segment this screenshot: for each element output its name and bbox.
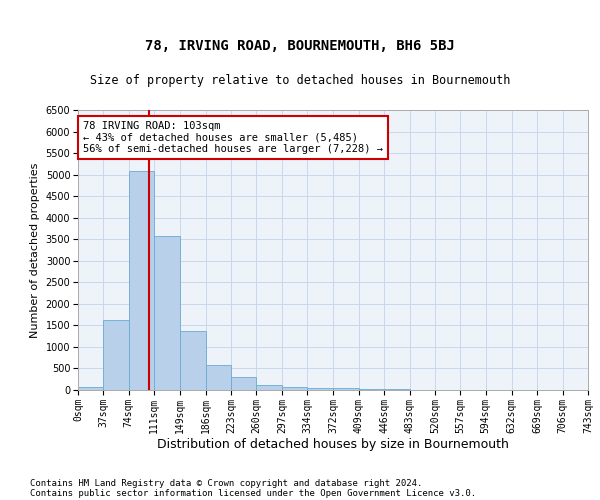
Bar bbox=[129, 172, 154, 390]
Text: 78 IRVING ROAD: 103sqm
← 43% of detached houses are smaller (5,485)
56% of semi-: 78 IRVING ROAD: 103sqm ← 43% of detached… bbox=[83, 121, 383, 154]
X-axis label: Distribution of detached houses by size in Bournemouth: Distribution of detached houses by size … bbox=[157, 438, 509, 452]
Bar bbox=[256, 384, 282, 390]
Bar bbox=[231, 377, 256, 390]
Bar bbox=[334, 388, 359, 390]
Y-axis label: Number of detached properties: Number of detached properties bbox=[30, 162, 40, 338]
Bar bbox=[359, 389, 384, 390]
Bar bbox=[206, 365, 231, 390]
Text: Contains public sector information licensed under the Open Government Licence v3: Contains public sector information licen… bbox=[30, 488, 476, 498]
Bar bbox=[282, 387, 307, 390]
Bar bbox=[180, 331, 206, 390]
Text: Contains HM Land Registry data © Crown copyright and database right 2024.: Contains HM Land Registry data © Crown c… bbox=[30, 478, 422, 488]
Bar bbox=[103, 320, 129, 390]
Bar bbox=[384, 389, 410, 390]
Bar bbox=[307, 388, 334, 390]
Bar bbox=[78, 387, 103, 390]
Text: 78, IRVING ROAD, BOURNEMOUTH, BH6 5BJ: 78, IRVING ROAD, BOURNEMOUTH, BH6 5BJ bbox=[145, 38, 455, 52]
Bar bbox=[154, 236, 180, 390]
Text: Size of property relative to detached houses in Bournemouth: Size of property relative to detached ho… bbox=[90, 74, 510, 88]
